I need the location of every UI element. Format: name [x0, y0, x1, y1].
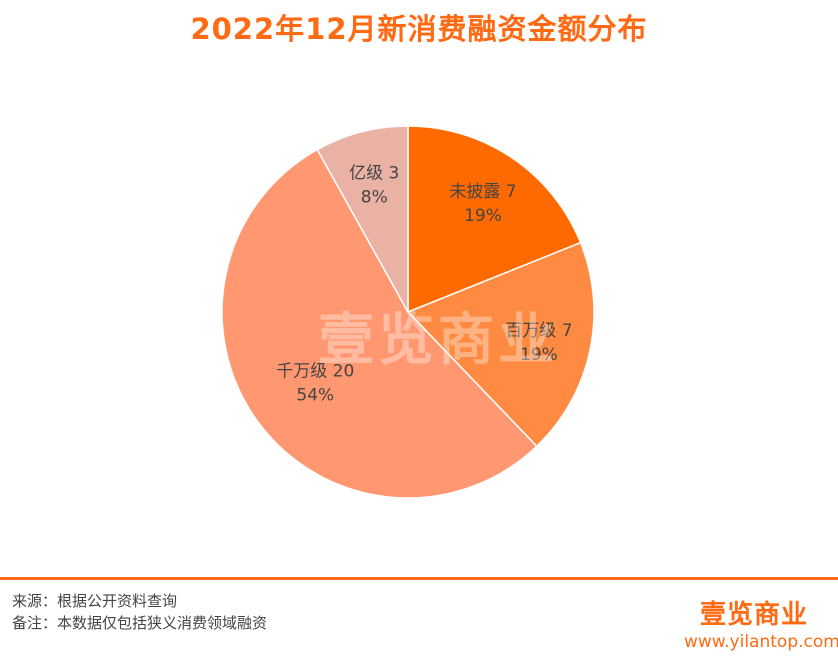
chart-title: 2022年12月新消费融资金额分布 — [190, 12, 648, 46]
source-note: 来源：根据公开资料查询 — [12, 592, 178, 610]
footer-divider — [0, 577, 838, 580]
pie-slice-1 — [406, 241, 595, 448]
slice-percent-2: 54% — [296, 386, 334, 406]
slice-percent-1: 19% — [520, 345, 558, 365]
brand-logo: 壹览商业 — [700, 600, 809, 630]
pie-chart: 未披露 7 19% 百万级 7 19% 千万级 20 54% 亿级 3 8% — [221, 125, 595, 499]
pie-slice-0 — [407, 125, 582, 314]
slice-percent-0: 19% — [464, 206, 502, 226]
slice-percent-3: 8% — [361, 187, 388, 207]
pie-slice-3 — [316, 125, 409, 315]
slice-label-2: 千万级 20 — [276, 362, 354, 382]
slice-label-0: 未披露 7 — [449, 182, 516, 202]
slice-label-1: 百万级 7 — [505, 321, 572, 341]
pie-slice-2 — [221, 148, 538, 499]
slice-label-3: 亿级 3 — [349, 163, 399, 183]
remark-note: 备注：本数据仅包括狭义消费领域融资 — [12, 614, 268, 632]
brand-url[interactable]: www.yilantop.com — [684, 632, 838, 652]
